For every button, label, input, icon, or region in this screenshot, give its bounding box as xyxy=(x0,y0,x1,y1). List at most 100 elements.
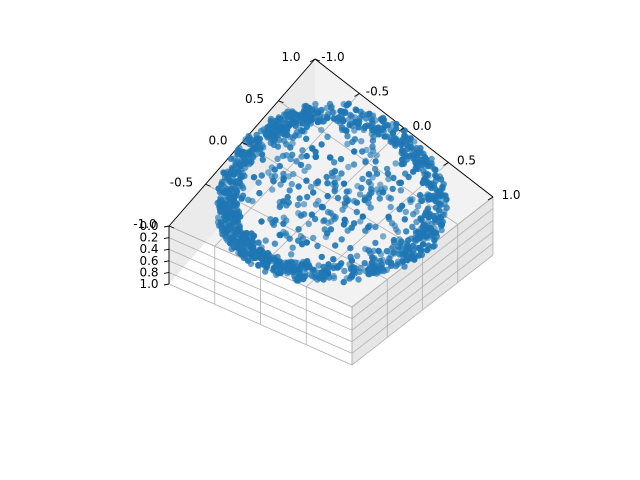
scatter-point xyxy=(298,241,306,248)
scatter-point xyxy=(292,119,299,126)
scatter-point xyxy=(390,174,397,182)
scatter-point xyxy=(403,228,410,235)
scatter-point xyxy=(297,161,305,169)
scatter-point xyxy=(257,127,265,135)
scatter-point xyxy=(299,235,307,242)
scatter-point xyxy=(275,258,282,265)
y-grid-line xyxy=(241,142,423,253)
y-tick-label: 0.5 xyxy=(245,92,264,106)
x-tick-mark xyxy=(487,196,494,201)
scatter-point xyxy=(290,110,298,118)
scatter-point xyxy=(311,215,319,223)
scatter-point xyxy=(371,126,379,133)
scatter-point xyxy=(308,211,316,218)
x-tick-label: 0.0 xyxy=(412,119,431,133)
scatter-point xyxy=(332,242,339,249)
scatter-point xyxy=(409,196,416,203)
scatter-point xyxy=(324,230,331,237)
z-tick-label: 0.8 xyxy=(139,265,158,279)
scatter-point xyxy=(410,168,417,175)
scatter-point xyxy=(315,262,322,269)
scatter-point xyxy=(298,153,305,160)
scatter-point xyxy=(416,191,424,199)
scatter-point xyxy=(338,236,345,243)
scatter-point xyxy=(244,239,251,247)
scatter-point xyxy=(238,195,245,202)
scatter-point xyxy=(383,247,391,255)
scatter-point xyxy=(258,218,265,225)
scatter-point xyxy=(330,212,337,220)
z-tick-mark xyxy=(163,248,170,251)
scatter-point xyxy=(403,156,410,163)
scatter-point xyxy=(286,235,293,242)
scatter-point xyxy=(259,156,266,163)
scatter-point xyxy=(330,256,337,263)
scatter-point xyxy=(334,174,342,182)
scatter-point xyxy=(297,212,305,219)
scatter-point xyxy=(300,201,308,208)
scatter-point xyxy=(324,133,331,140)
scatter-point xyxy=(362,123,369,130)
scatter-point xyxy=(301,128,308,135)
z-tick-label: 1.0 xyxy=(139,277,158,291)
scatter-point xyxy=(305,163,312,170)
scatter-point xyxy=(223,216,230,223)
scatter-point xyxy=(334,194,342,202)
scatter-point xyxy=(238,243,245,250)
scatter-point xyxy=(293,158,300,165)
scatter-point xyxy=(328,218,335,225)
y-tick-mark xyxy=(278,100,284,104)
z-grid-line xyxy=(168,208,494,320)
scatter-point xyxy=(368,186,375,193)
scatter-point xyxy=(226,239,234,247)
scatter-point xyxy=(412,236,419,244)
scatter-point xyxy=(357,218,364,225)
scatter-point xyxy=(310,189,317,196)
scatter-point xyxy=(401,249,409,256)
scatter-point xyxy=(304,119,311,126)
scatter-point xyxy=(236,159,243,167)
scatter-point xyxy=(342,218,349,226)
scatter-point xyxy=(276,162,283,170)
scatter-point xyxy=(303,177,310,184)
scatter-point xyxy=(259,260,266,268)
scatter-point xyxy=(232,212,239,219)
scatter-point xyxy=(391,222,398,229)
scatter-point xyxy=(242,160,249,167)
scatter-point xyxy=(371,165,379,173)
scatter-point xyxy=(361,260,368,267)
scatter-point xyxy=(359,213,366,220)
scatter-point xyxy=(398,141,405,149)
y-tick-label: -0.5 xyxy=(170,175,193,189)
scatter-point xyxy=(230,234,237,241)
scatter-point xyxy=(378,126,385,134)
z-tick-mark xyxy=(163,271,170,274)
scatter-point xyxy=(282,230,289,237)
scatter-point xyxy=(290,170,297,178)
scatter-point xyxy=(370,247,377,255)
scatter-point xyxy=(258,151,266,158)
scatter-point xyxy=(431,195,438,202)
scatter-point xyxy=(283,202,290,209)
scatter-point xyxy=(303,135,310,142)
scatter-point xyxy=(239,250,246,257)
scatter-point xyxy=(387,138,394,145)
scatter-point xyxy=(299,147,306,154)
scatter-point xyxy=(339,206,346,213)
scatter-point xyxy=(267,134,274,141)
scatter-point xyxy=(236,144,243,152)
scatter-point xyxy=(430,182,438,189)
scatter-point xyxy=(324,208,332,216)
scatter-point xyxy=(365,246,372,254)
scatter-point xyxy=(388,262,395,269)
scatter-point xyxy=(248,245,255,252)
scatter-point xyxy=(240,154,247,161)
scatter-point xyxy=(381,133,388,140)
scatter-point xyxy=(269,186,276,193)
z-tick-mark xyxy=(163,225,170,228)
scatter-point xyxy=(438,226,445,234)
scatter-point xyxy=(294,201,302,209)
z-grid-line xyxy=(168,219,494,331)
z-tick-label: 0.2 xyxy=(139,231,158,245)
scatter-point xyxy=(380,267,388,275)
